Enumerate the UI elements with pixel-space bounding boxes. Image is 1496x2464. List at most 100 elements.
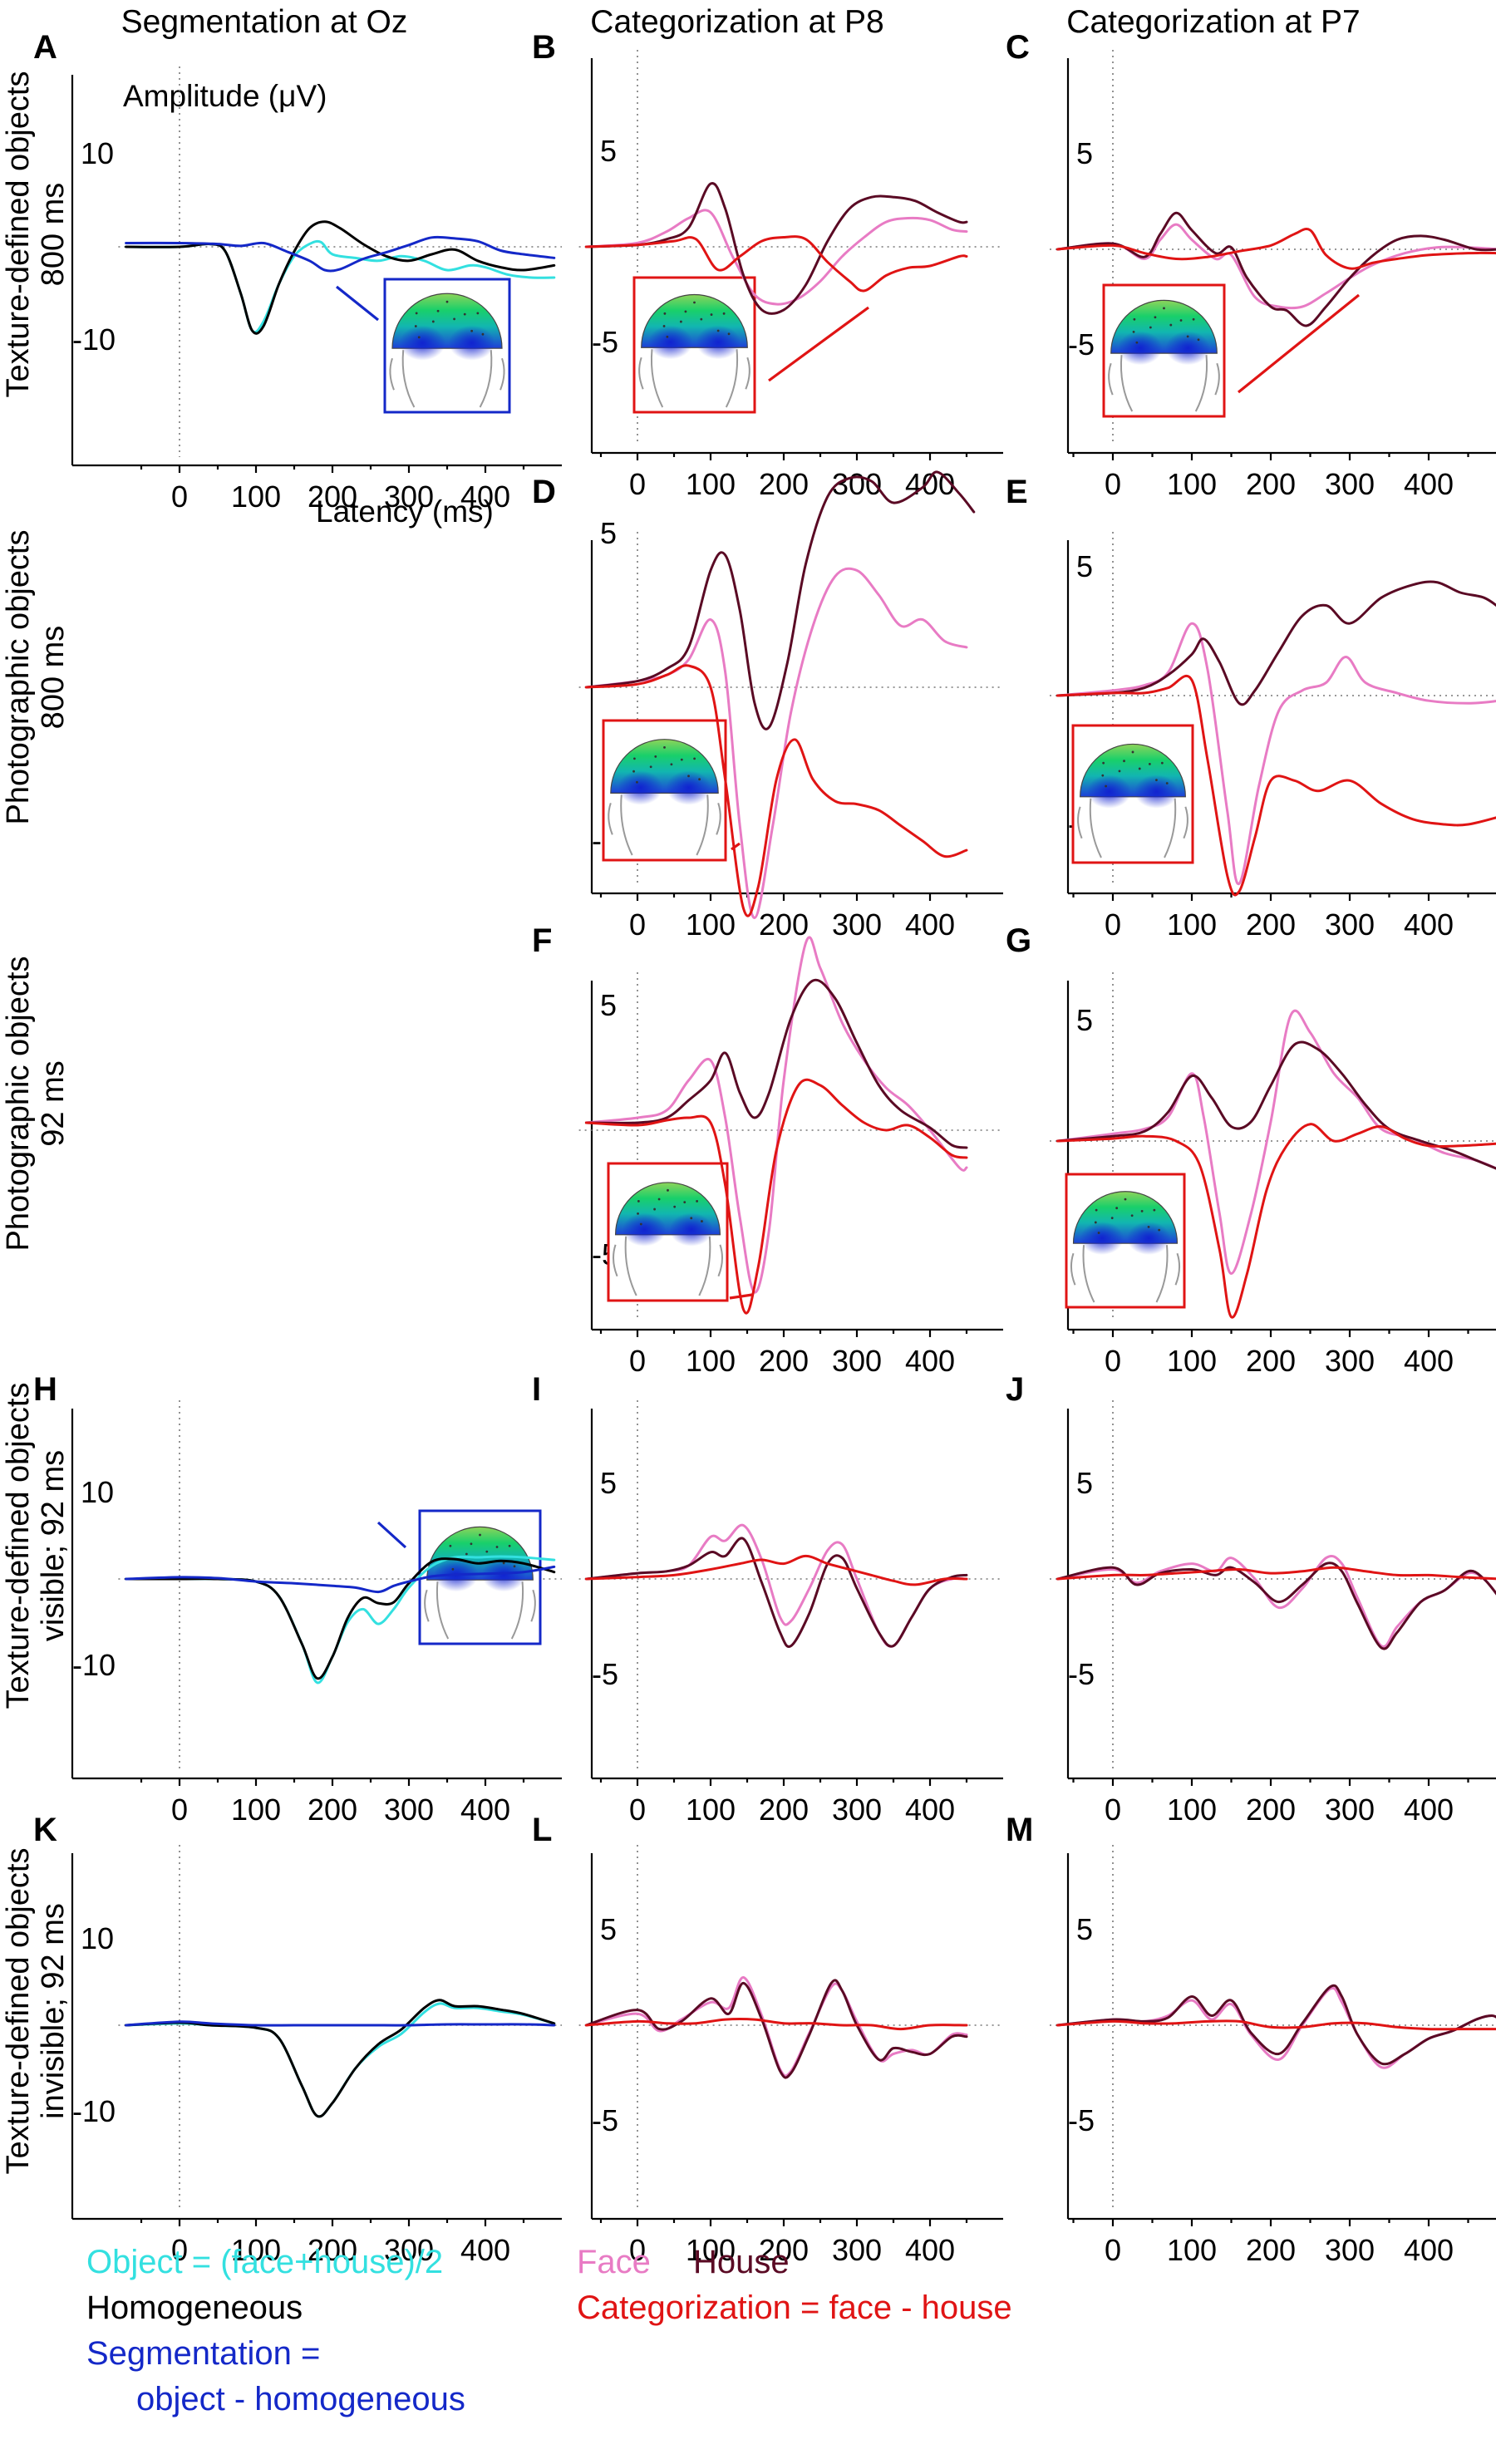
x-tick-label: 100 <box>231 480 281 514</box>
trace-categorization <box>1056 2019 1496 2031</box>
x-tick-label: 200 <box>1246 1793 1296 1827</box>
row-title-3-line-1: Photographic objects <box>1 957 36 1252</box>
electrode-dot <box>636 780 638 784</box>
electrode-dot <box>463 312 466 316</box>
panel-letter: B <box>532 29 556 66</box>
electrode-dot <box>637 1200 640 1202</box>
trace-categorization <box>584 235 968 293</box>
electrode-dot <box>1102 761 1105 765</box>
head-outline-left <box>1082 1245 1095 1303</box>
x-tick-label: 400 <box>1404 1344 1454 1378</box>
row-title-1-line-2: 800 ms <box>36 183 71 287</box>
electrode-dot <box>465 1552 468 1556</box>
ear-left <box>424 1589 430 1622</box>
x-tick-label: 300 <box>1325 1793 1375 1827</box>
x-tick-label: 100 <box>231 2233 281 2267</box>
x-tick-label: 400 <box>460 2233 510 2267</box>
trace-homogeneous <box>125 220 556 335</box>
ear-right <box>530 1589 536 1622</box>
head-outline-right <box>696 794 709 856</box>
electrode-dot <box>470 1542 473 1546</box>
head-outline-right <box>1155 1245 1169 1303</box>
trace-face <box>584 1523 968 1648</box>
trace-categorization <box>584 2018 968 2031</box>
electrode-dot <box>666 335 669 338</box>
electrode-dot <box>445 300 449 303</box>
row-title-4: Texture-defined objects visible; 92 ms <box>1 1383 71 1709</box>
trace-homogeneous <box>125 1999 556 2118</box>
ear-right <box>1214 362 1220 396</box>
trace-face <box>584 209 968 306</box>
row-title-2-line-1: Photographic objects <box>1 530 36 825</box>
electrode-dot <box>693 301 696 304</box>
electrode-dot <box>1155 779 1158 782</box>
x-tick-label: 200 <box>759 1344 809 1378</box>
x-tick-label: 300 <box>384 480 434 514</box>
electrode-dot <box>1110 1217 1114 1220</box>
electrode-dot <box>684 310 687 313</box>
row-title-1-line-1: Texture-defined objects <box>1 71 36 398</box>
electrode-dot <box>449 1544 452 1547</box>
panel-h: H 10 -10 0 100 200 300 400 <box>33 1371 562 1827</box>
electrode-dot <box>502 1562 505 1565</box>
ear-left <box>1070 1252 1076 1286</box>
electrode-dot <box>637 1212 639 1215</box>
x-tick-label: 300 <box>1325 1344 1375 1378</box>
electrode-dot <box>476 312 480 315</box>
ear-left <box>608 803 613 835</box>
electrode-dot <box>1097 1232 1100 1234</box>
electrode-dot <box>673 1205 677 1208</box>
x-tick-label: 100 <box>686 2233 736 2267</box>
y-tick-label: 5 <box>600 988 617 1022</box>
electrode-dot <box>722 312 726 315</box>
topomap-inset <box>1071 724 1194 864</box>
inset-pointer-line <box>376 1521 407 1549</box>
panel-l: L 5 -5 0 100 200 300 400 <box>532 1812 1003 2267</box>
x-tick-label: 0 <box>629 467 646 501</box>
electrode-dot <box>1095 1208 1098 1212</box>
electrode-dot <box>451 1567 455 1571</box>
y-tick-label: 5 <box>1076 1912 1093 1946</box>
panel-k: K 10 -10 0 100 200 300 400 <box>33 1812 562 2267</box>
panel-j: J 5 -5 0 100 200 300 400 <box>1006 1371 1496 1827</box>
row-title-2: Photographic objects 800 ms <box>1 530 71 825</box>
electrode-dot <box>1169 323 1173 327</box>
electrode-dot <box>1133 317 1136 321</box>
x-tick-label: 300 <box>384 2233 434 2267</box>
head-outline-left <box>436 1581 450 1640</box>
legend: Object = (face+house)/2 Homogeneous Segm… <box>86 2244 1012 2417</box>
head-outline-left <box>650 349 664 408</box>
legend-object: Object = (face+house)/2 <box>86 2244 443 2280</box>
electrode-dot <box>700 317 703 321</box>
electrode-dot <box>1123 760 1125 763</box>
electrode-dot <box>1124 1198 1127 1201</box>
legend-segmentation-line-1: Segmentation = <box>86 2335 320 2372</box>
x-tick-label: 300 <box>384 1793 434 1827</box>
electrode-dot <box>698 778 701 781</box>
ear-left <box>1077 806 1083 839</box>
y-tick-label: -10 <box>72 1648 116 1682</box>
y-tick-label: 5 <box>600 1466 617 1500</box>
trace-segmentation <box>125 1565 556 1594</box>
panel-letter: E <box>1006 474 1028 510</box>
panel-letter: L <box>532 1812 552 1848</box>
inset-pointer-line <box>731 842 741 851</box>
panel-letter: H <box>33 1371 57 1408</box>
x-tick-label: 200 <box>759 467 809 501</box>
electrode-dot <box>1101 774 1105 777</box>
y-tick-label: -10 <box>72 2094 116 2128</box>
y-tick-label: -5 <box>1068 327 1095 361</box>
trace-house <box>584 470 976 730</box>
electrode-dot <box>690 1217 693 1220</box>
topography-left-activation <box>1080 1221 1124 1255</box>
trace-house <box>584 182 968 315</box>
electrode-dot <box>649 765 652 769</box>
trace-segmentation <box>125 2020 556 2027</box>
topomap-inset <box>1102 283 1226 418</box>
topomap-inset <box>383 278 511 414</box>
y-tick-label: -5 <box>592 325 618 359</box>
head-outline-left <box>624 1236 637 1296</box>
electrode-dot <box>495 1546 499 1548</box>
panel-c: C 5 -5 0 100 200 300 400 <box>1006 29 1496 501</box>
